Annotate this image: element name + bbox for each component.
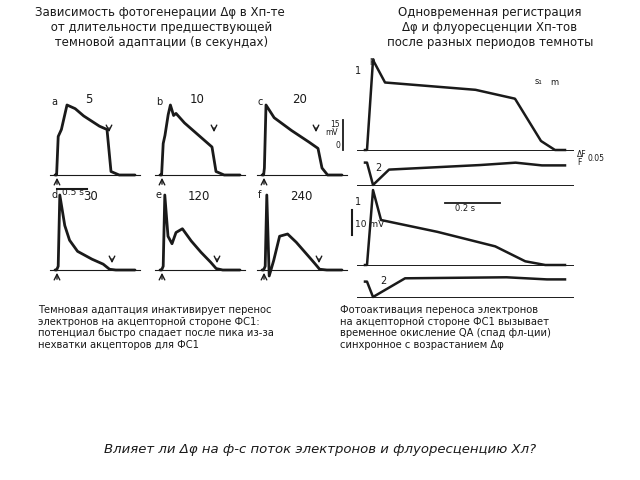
Text: 20: 20: [292, 93, 307, 106]
Text: 0: 0: [335, 141, 340, 150]
Text: 10: 10: [190, 93, 205, 106]
Text: 5: 5: [85, 93, 92, 106]
Text: 15: 15: [330, 120, 340, 129]
Text: m: m: [550, 78, 558, 87]
Text: 30: 30: [83, 190, 98, 203]
Text: ΔF: ΔF: [577, 150, 587, 159]
Text: Темновая адаптация инактивирует перенос
электронов на акцепторной стороне ФС1:
п: Темновая адаптация инактивирует перенос …: [38, 305, 274, 350]
Text: F: F: [577, 158, 581, 167]
Text: p: p: [369, 56, 374, 65]
Text: e: e: [156, 190, 162, 200]
Text: b: b: [156, 97, 163, 107]
Text: 120: 120: [188, 190, 211, 203]
Text: 240: 240: [290, 190, 312, 203]
Text: d: d: [51, 190, 57, 200]
Text: 1: 1: [355, 65, 361, 75]
Text: 2: 2: [375, 163, 381, 173]
Text: 0.5 s: 0.5 s: [62, 188, 84, 197]
Text: c: c: [258, 97, 264, 107]
Text: 2: 2: [380, 276, 387, 286]
Text: Влияет ли Δφ на ф-с поток электронов и флуоресценцию Хл?: Влияет ли Δφ на ф-с поток электронов и ф…: [104, 444, 536, 456]
Text: Одновременная регистрация
Δφ и флуоресценции Хп-тов
после разных периодов темнот: Одновременная регистрация Δφ и флуоресце…: [387, 6, 593, 49]
Text: a: a: [51, 97, 57, 107]
Text: 0.2 s: 0.2 s: [455, 204, 475, 213]
Text: mV: mV: [325, 128, 338, 137]
Text: 1: 1: [355, 197, 361, 207]
Text: Фотоактивация переноса электронов
на акцепторной стороне ФС1 вызывает
временное : Фотоактивация переноса электронов на акц…: [340, 305, 551, 350]
Text: 0.05: 0.05: [587, 154, 604, 163]
Text: 10 mV: 10 mV: [355, 220, 384, 229]
Text: Зависимость фотогенерации Δφ в Хп-те
 от длительности предшествующей
 темновой а: Зависимость фотогенерации Δφ в Хп-те от …: [35, 6, 285, 49]
Text: s₁: s₁: [535, 77, 543, 86]
Text: f: f: [258, 190, 261, 200]
